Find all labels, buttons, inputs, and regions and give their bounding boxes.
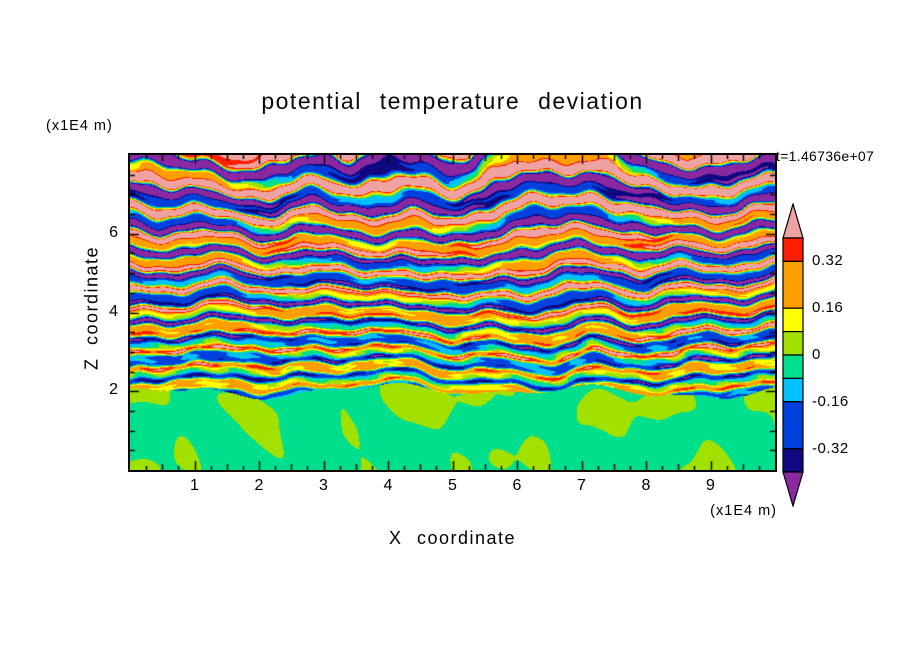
colorbar-segment <box>782 331 804 356</box>
z-tick-label: 6 <box>109 223 118 241</box>
x-tick-label: 8 <box>641 477 651 494</box>
colorbar-arrow-bottom <box>782 471 804 507</box>
colorbar-segment <box>782 401 804 450</box>
z-axis-unit-label: (x1E4 m) <box>46 118 113 134</box>
plot-title: potential temperature deviation <box>261 88 644 114</box>
x-tick-label: 4 <box>383 477 393 494</box>
colorbar-segment <box>782 354 804 379</box>
z-tick-label: 2 <box>109 381 118 399</box>
z-tick-label: 4 <box>109 302 118 320</box>
colorbar-segment <box>782 377 804 403</box>
x-tick-label: 5 <box>448 477 457 494</box>
colorbar-label: 0 <box>812 346 821 363</box>
colorbar-arrow-top <box>782 203 804 239</box>
colorbar-segment <box>782 307 804 333</box>
x-tick-label: 2 <box>254 477 264 494</box>
x-axis-unit-label: (x1E4 m) <box>710 503 777 519</box>
x-tick-label: 9 <box>706 477 715 494</box>
x-tick-label: 7 <box>577 477 586 494</box>
colorbar <box>782 203 804 507</box>
colorbar-label: 0.32 <box>812 252 844 270</box>
x-axis-label: X coordinate <box>388 528 517 548</box>
x-tick-label: 3 <box>319 477 328 494</box>
colorbar-label: 0.16 <box>812 299 844 317</box>
colorbar-segment <box>782 237 804 262</box>
contour-plot-canvas <box>128 153 777 472</box>
colorbar-label: -0.32 <box>812 439 849 457</box>
time-label: t=1.46736e+07 <box>776 148 875 164</box>
colorbar-segment <box>782 448 804 473</box>
x-tick-label: 6 <box>512 477 522 494</box>
x-tick-label: 1 <box>190 477 199 494</box>
colorbar-segment <box>782 260 804 309</box>
colorbar-label: -0.16 <box>812 392 849 410</box>
